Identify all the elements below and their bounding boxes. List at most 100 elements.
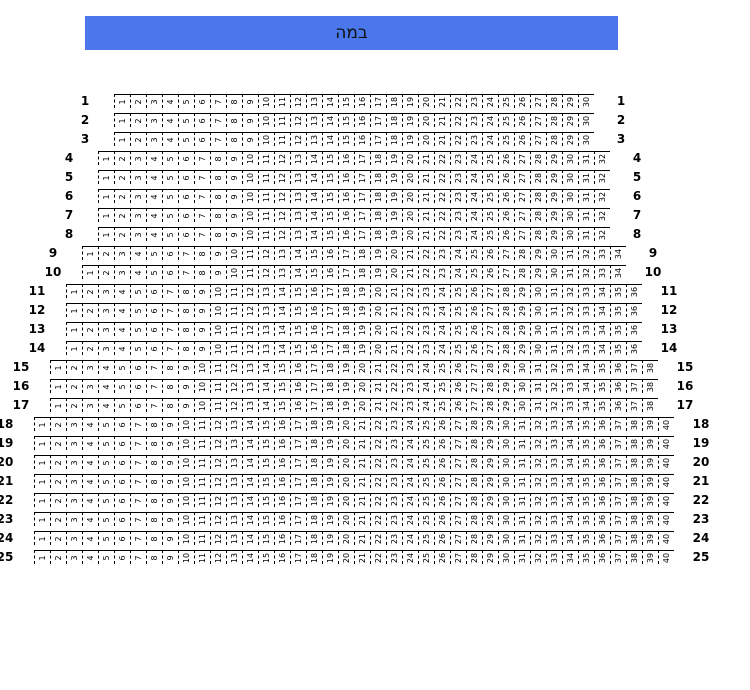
- seat[interactable]: 12: [210, 417, 226, 431]
- seat[interactable]: 24: [466, 208, 482, 222]
- seat[interactable]: 30: [530, 322, 546, 336]
- seat[interactable]: 15: [258, 512, 274, 526]
- seat[interactable]: 32: [578, 246, 594, 260]
- seat[interactable]: 22: [370, 550, 386, 564]
- seat[interactable]: 14: [306, 151, 322, 165]
- seat[interactable]: 23: [434, 246, 450, 260]
- seat[interactable]: 37: [610, 455, 626, 469]
- seat[interactable]: 21: [354, 512, 370, 526]
- seat[interactable]: 8: [178, 341, 194, 355]
- seat[interactable]: 21: [354, 417, 370, 431]
- seat[interactable]: 35: [594, 379, 610, 393]
- seat[interactable]: 33: [546, 417, 562, 431]
- seat[interactable]: 10: [210, 341, 226, 355]
- seat[interactable]: 3: [146, 113, 162, 127]
- seat[interactable]: 7: [130, 474, 146, 488]
- seat[interactable]: 12: [210, 550, 226, 564]
- seat[interactable]: 10: [242, 170, 258, 184]
- seat[interactable]: 15: [322, 227, 338, 241]
- seat[interactable]: 24: [482, 132, 498, 146]
- seat[interactable]: 12: [210, 531, 226, 545]
- seat[interactable]: 3: [130, 170, 146, 184]
- seat[interactable]: 29: [482, 455, 498, 469]
- seat[interactable]: 5: [162, 208, 178, 222]
- seat[interactable]: 6: [178, 208, 194, 222]
- seat[interactable]: 3: [66, 474, 82, 488]
- seat[interactable]: 24: [402, 531, 418, 545]
- seat[interactable]: 5: [98, 455, 114, 469]
- seat[interactable]: 12: [274, 189, 290, 203]
- seat[interactable]: 9: [226, 208, 242, 222]
- seat[interactable]: 18: [338, 341, 354, 355]
- seat[interactable]: 20: [338, 493, 354, 507]
- seat[interactable]: 18: [322, 360, 338, 374]
- seat[interactable]: 35: [610, 284, 626, 298]
- seat[interactable]: 2: [66, 360, 82, 374]
- seat[interactable]: 10: [178, 493, 194, 507]
- seat[interactable]: 20: [402, 151, 418, 165]
- seat[interactable]: 1: [34, 436, 50, 450]
- seat[interactable]: 9: [194, 322, 210, 336]
- seat[interactable]: 18: [306, 417, 322, 431]
- seat[interactable]: 6: [178, 189, 194, 203]
- seat[interactable]: 25: [434, 379, 450, 393]
- seat[interactable]: 39: [642, 474, 658, 488]
- seat[interactable]: 1: [50, 360, 66, 374]
- seat[interactable]: 30: [546, 246, 562, 260]
- seat[interactable]: 2: [50, 493, 66, 507]
- seat[interactable]: 16: [274, 474, 290, 488]
- seat[interactable]: 37: [610, 493, 626, 507]
- seat[interactable]: 1: [98, 170, 114, 184]
- seat[interactable]: 1: [34, 493, 50, 507]
- seat[interactable]: 24: [466, 151, 482, 165]
- seat[interactable]: 1: [98, 227, 114, 241]
- seat[interactable]: 16: [274, 493, 290, 507]
- seat[interactable]: 10: [226, 265, 242, 279]
- seat[interactable]: 3: [66, 436, 82, 450]
- seat[interactable]: 7: [194, 227, 210, 241]
- seat[interactable]: 31: [546, 284, 562, 298]
- seat[interactable]: 2: [130, 113, 146, 127]
- seat[interactable]: 8: [178, 303, 194, 317]
- seat[interactable]: 35: [610, 322, 626, 336]
- seat[interactable]: 19: [402, 132, 418, 146]
- seat[interactable]: 6: [178, 227, 194, 241]
- seat[interactable]: 7: [194, 208, 210, 222]
- seat[interactable]: 14: [290, 246, 306, 260]
- seat[interactable]: 3: [98, 322, 114, 336]
- seat[interactable]: 28: [466, 531, 482, 545]
- seat[interactable]: 28: [514, 265, 530, 279]
- seat[interactable]: 4: [114, 303, 130, 317]
- seat[interactable]: 19: [386, 151, 402, 165]
- seat[interactable]: 8: [226, 94, 242, 108]
- seat[interactable]: 2: [50, 436, 66, 450]
- seat[interactable]: 17: [306, 360, 322, 374]
- seat[interactable]: 23: [402, 379, 418, 393]
- seat[interactable]: 20: [354, 379, 370, 393]
- seat[interactable]: 10: [194, 360, 210, 374]
- seat[interactable]: 37: [610, 436, 626, 450]
- seat[interactable]: 39: [642, 550, 658, 564]
- seat[interactable]: 11: [274, 113, 290, 127]
- seat[interactable]: 5: [130, 341, 146, 355]
- seat[interactable]: 33: [594, 246, 610, 260]
- seat[interactable]: 25: [466, 265, 482, 279]
- seat[interactable]: 8: [226, 113, 242, 127]
- seat[interactable]: 11: [194, 512, 210, 526]
- seat[interactable]: 20: [338, 436, 354, 450]
- seat[interactable]: 16: [306, 322, 322, 336]
- seat[interactable]: 10: [178, 474, 194, 488]
- seat[interactable]: 23: [386, 512, 402, 526]
- seat[interactable]: 29: [482, 474, 498, 488]
- seat[interactable]: 5: [146, 246, 162, 260]
- seat[interactable]: 24: [466, 227, 482, 241]
- seat[interactable]: 28: [514, 246, 530, 260]
- seat[interactable]: 12: [210, 512, 226, 526]
- seat[interactable]: 34: [578, 360, 594, 374]
- seat[interactable]: 7: [130, 550, 146, 564]
- seat[interactable]: 29: [546, 189, 562, 203]
- seat[interactable]: 32: [546, 360, 562, 374]
- seat[interactable]: 8: [146, 417, 162, 431]
- seat[interactable]: 20: [402, 189, 418, 203]
- seat[interactable]: 3: [66, 512, 82, 526]
